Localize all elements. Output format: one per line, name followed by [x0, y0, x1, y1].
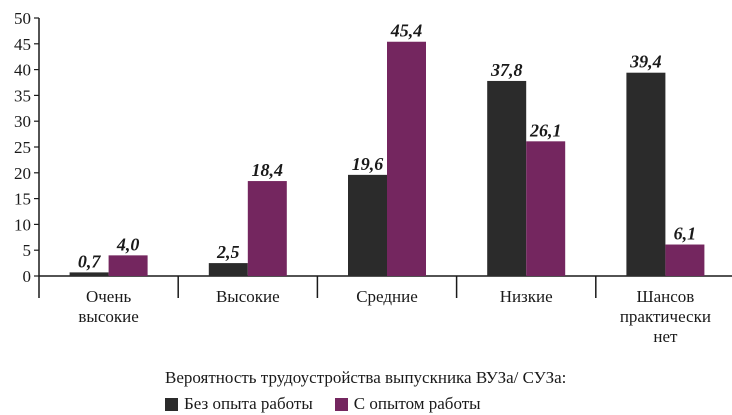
legend-item-without-experience: Без опыта работы: [165, 394, 313, 414]
x-category-label: Низкие: [500, 287, 553, 306]
x-category-label: практически: [620, 307, 711, 326]
y-tick-label: 45: [14, 35, 31, 54]
data-label: 18,4: [252, 160, 284, 180]
data-label: 19,6: [352, 154, 384, 174]
legend: Без опыта работы С опытом работы: [165, 394, 481, 414]
bar-with-experience: [665, 244, 705, 276]
data-label: 6,1: [674, 224, 697, 244]
bar-with-experience: [247, 181, 287, 276]
bar-with-experience: [387, 41, 426, 277]
data-label: 39,4: [629, 52, 662, 72]
y-tick-label: 5: [23, 241, 32, 260]
x-category-label: Очень: [86, 287, 131, 306]
y-tick-label: 30: [14, 112, 31, 131]
x-category-label: высокие: [78, 307, 138, 326]
data-label: 2,5: [216, 242, 240, 262]
bar-without-experience: [348, 174, 387, 276]
bar-without-experience: [69, 272, 109, 276]
y-tick-label: 15: [14, 190, 31, 209]
legend-title: Вероятность трудоустройства выпускника В…: [165, 368, 567, 387]
y-tick-label: 20: [14, 164, 31, 183]
x-category-label: нет: [653, 327, 678, 346]
bar-with-experience: [108, 255, 148, 276]
y-tick-label: 10: [14, 215, 31, 234]
x-category-label: Средние: [356, 287, 418, 306]
legend-label-with-experience: С опытом работы: [353, 394, 481, 413]
data-label: 45,4: [390, 21, 423, 41]
bar-with-experience: [526, 141, 566, 276]
legend-swatch-with-experience: [334, 397, 348, 411]
y-tick-label: 35: [14, 86, 31, 105]
bar-without-experience: [626, 72, 666, 276]
data-label: 4,0: [116, 234, 140, 254]
bar-without-experience: [208, 263, 248, 276]
data-label: 0,7: [78, 251, 102, 271]
data-label: 26,1: [529, 120, 562, 140]
legend-label-without-experience: Без опыта работы: [184, 394, 313, 413]
y-tick-label: 40: [14, 61, 31, 80]
x-category-label: Шансов: [636, 287, 694, 306]
bar-without-experience: [487, 80, 527, 277]
y-tick-label: 50: [14, 9, 31, 28]
legend-swatch-without-experience: [165, 397, 178, 411]
y-tick-label: 0: [23, 267, 32, 286]
x-category-label: Высокие: [216, 287, 280, 306]
data-label: 37,8: [490, 60, 523, 80]
legend-item-with-experience: С опытом работы: [334, 394, 481, 414]
y-tick-label: 25: [14, 138, 31, 157]
